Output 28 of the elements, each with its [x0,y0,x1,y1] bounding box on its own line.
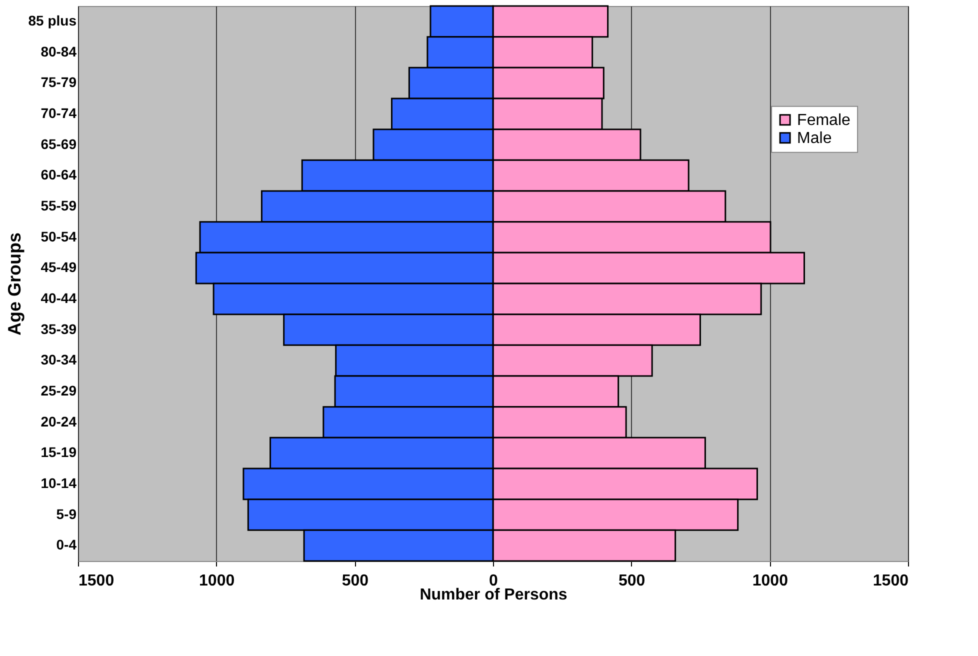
y-tick-label: 35-39 [40,320,77,337]
y-tick-label: 25-29 [40,382,77,398]
y-tick-label: 70-74 [40,104,77,121]
y-axis-title: Age Groups [4,232,24,336]
x-axis-title: Number of Persons [420,586,568,604]
y-tick-label: 0-4 [56,536,77,553]
y-tick-label: 5-9 [56,506,77,522]
legend-label: Female [797,112,851,129]
y-tick-label: 10-14 [40,474,77,491]
y-tick-label: 75-79 [40,74,77,90]
x-tick-label: 500 [342,572,369,590]
y-tick-label: 60-64 [40,166,77,183]
x-tick-label: 1500 [872,572,909,590]
x-tick-label: 500 [618,572,646,590]
y-tick-label: 20-24 [40,413,77,430]
x-tick-label: 1000 [199,572,235,590]
y-tick-label: 55-59 [40,197,77,214]
y-tick-label: 40-44 [40,290,77,306]
x-tick-label: 1000 [752,572,788,590]
y-tick-label: 45-49 [40,259,77,276]
y-tick-label: 30-34 [40,352,77,368]
y-tick-label: 65-69 [40,136,77,152]
y-tick-label: 15-19 [40,444,77,460]
x-tick-label: 1500 [78,572,114,590]
y-tick-label: 85 plus [28,12,77,28]
y-tick-label: 50-54 [40,228,77,244]
legend-label: Male [797,130,832,147]
y-tick-label: 80-84 [40,43,77,60]
